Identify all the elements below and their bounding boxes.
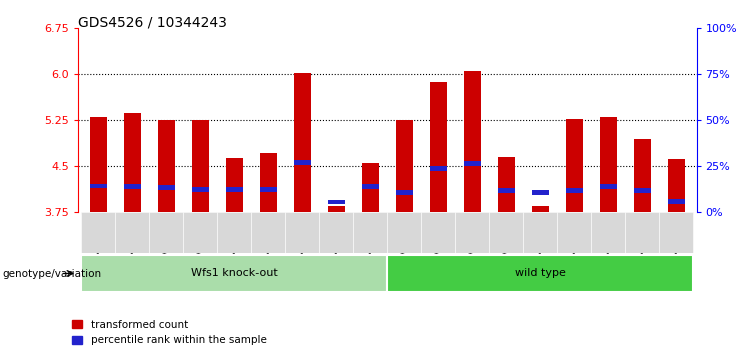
Bar (226, 158, 243, 212)
Bar (158, 120, 175, 212)
Bar (362, 184, 379, 189)
FancyBboxPatch shape (149, 212, 183, 214)
FancyBboxPatch shape (183, 212, 217, 214)
Bar (293, 73, 310, 212)
FancyBboxPatch shape (421, 212, 455, 253)
FancyBboxPatch shape (625, 212, 659, 214)
Bar (430, 82, 447, 212)
Bar (668, 159, 685, 212)
Text: wild type: wild type (515, 268, 565, 278)
Text: GDS4526 / 10344243: GDS4526 / 10344243 (78, 16, 227, 30)
FancyBboxPatch shape (659, 212, 693, 214)
Bar (634, 139, 651, 212)
FancyBboxPatch shape (591, 212, 625, 214)
FancyBboxPatch shape (82, 212, 115, 214)
Bar (668, 199, 685, 204)
Bar (259, 187, 276, 192)
Bar (226, 187, 243, 192)
Bar (362, 163, 379, 212)
Bar (293, 160, 310, 165)
FancyBboxPatch shape (217, 212, 251, 253)
FancyBboxPatch shape (82, 212, 115, 253)
FancyBboxPatch shape (251, 212, 285, 253)
Bar (396, 190, 413, 195)
FancyBboxPatch shape (387, 212, 421, 253)
Bar (259, 153, 276, 212)
FancyBboxPatch shape (557, 212, 591, 214)
Bar (124, 113, 141, 212)
FancyBboxPatch shape (115, 212, 149, 253)
FancyBboxPatch shape (421, 212, 455, 214)
FancyBboxPatch shape (217, 212, 251, 214)
FancyBboxPatch shape (523, 212, 557, 253)
Legend: transformed count, percentile rank within the sample: transformed count, percentile rank withi… (72, 320, 267, 345)
FancyBboxPatch shape (387, 255, 693, 292)
FancyBboxPatch shape (489, 212, 523, 253)
FancyBboxPatch shape (319, 212, 353, 214)
FancyBboxPatch shape (455, 212, 489, 214)
Bar (328, 200, 345, 204)
Bar (565, 119, 582, 212)
Text: Wfs1 knock-out: Wfs1 knock-out (191, 268, 278, 278)
Bar (498, 188, 515, 193)
FancyBboxPatch shape (183, 212, 217, 253)
Bar (328, 206, 345, 212)
FancyBboxPatch shape (557, 212, 591, 253)
FancyBboxPatch shape (353, 212, 387, 214)
Bar (192, 120, 209, 212)
Bar (565, 188, 582, 193)
FancyBboxPatch shape (285, 212, 319, 253)
Bar (599, 117, 617, 212)
Bar (464, 161, 481, 166)
Text: genotype/variation: genotype/variation (2, 269, 102, 279)
Bar (464, 71, 481, 212)
FancyBboxPatch shape (387, 212, 421, 214)
FancyBboxPatch shape (523, 212, 557, 214)
FancyBboxPatch shape (625, 212, 659, 253)
FancyBboxPatch shape (115, 212, 149, 214)
Bar (498, 157, 515, 212)
FancyBboxPatch shape (319, 212, 353, 253)
Bar (396, 120, 413, 212)
FancyBboxPatch shape (82, 255, 387, 292)
Bar (531, 206, 548, 212)
FancyBboxPatch shape (455, 212, 489, 253)
Bar (158, 185, 175, 190)
FancyBboxPatch shape (251, 212, 285, 214)
FancyBboxPatch shape (489, 212, 523, 214)
FancyBboxPatch shape (353, 212, 387, 253)
FancyBboxPatch shape (659, 212, 693, 253)
FancyBboxPatch shape (149, 212, 183, 253)
FancyBboxPatch shape (591, 212, 625, 253)
FancyBboxPatch shape (285, 212, 319, 214)
Bar (430, 166, 447, 171)
Bar (124, 184, 141, 189)
Bar (531, 190, 548, 195)
Bar (192, 187, 209, 192)
Bar (90, 117, 107, 212)
Bar (599, 184, 617, 189)
Bar (634, 188, 651, 193)
Bar (90, 184, 107, 188)
